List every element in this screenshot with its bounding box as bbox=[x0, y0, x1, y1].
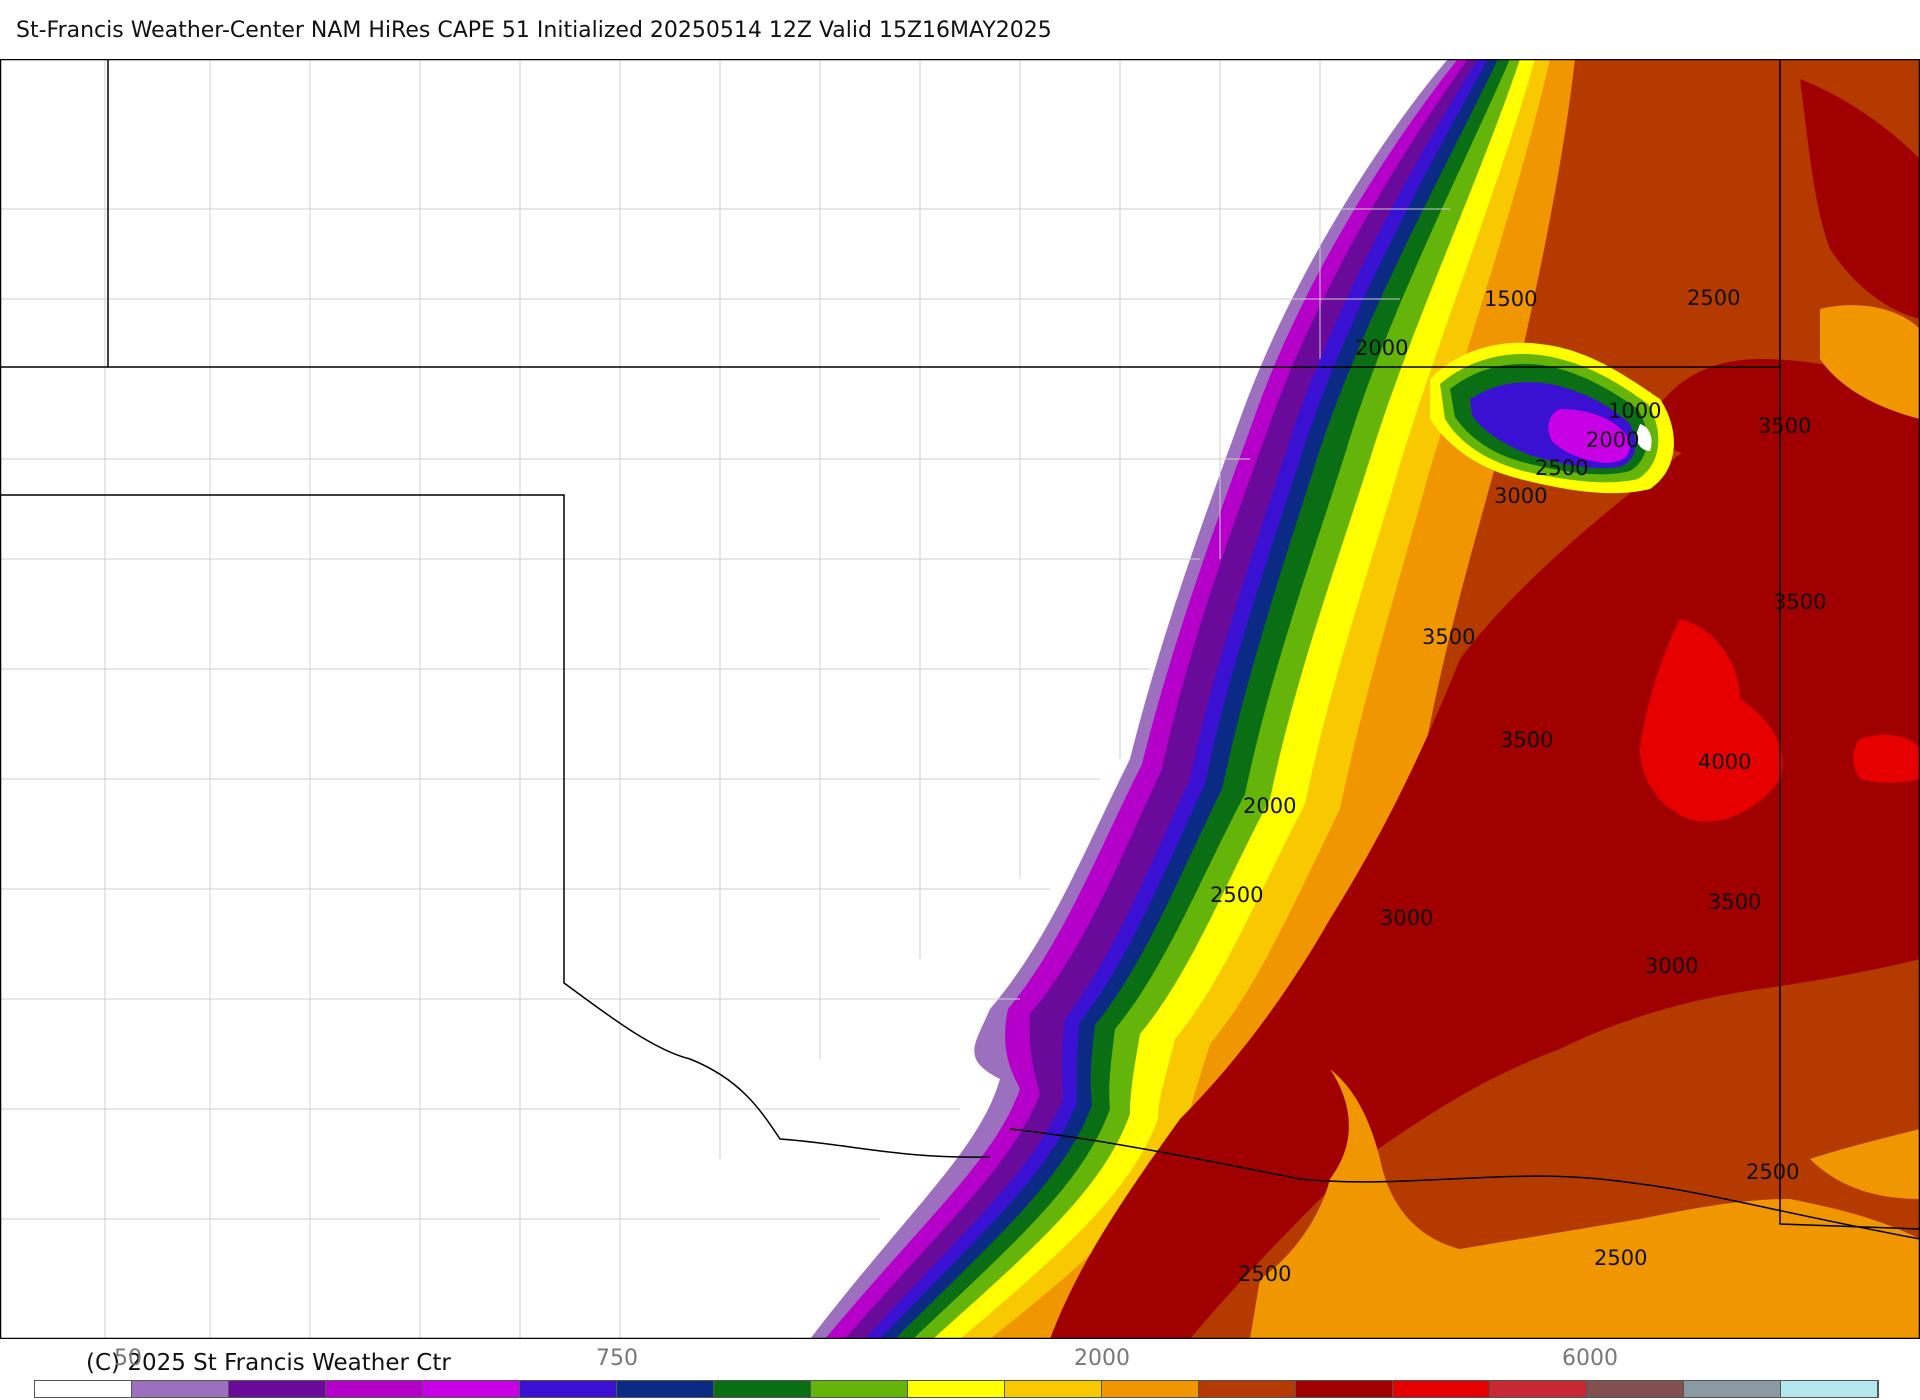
boundaries bbox=[0, 59, 1450, 1339]
contour-label: 2500 bbox=[1210, 883, 1263, 907]
contour-label: 2500 bbox=[1746, 1160, 1799, 1184]
colorbar-swatch bbox=[326, 1381, 423, 1397]
contour-label: 2500 bbox=[1687, 286, 1740, 310]
colorbar-swatch bbox=[1199, 1381, 1296, 1397]
contour-label: 2500 bbox=[1535, 456, 1588, 480]
contour-label: 2000 bbox=[1355, 336, 1408, 360]
colorbar-swatch bbox=[1490, 1381, 1587, 1397]
colorbar-swatch bbox=[714, 1381, 811, 1397]
colorbar-label: 750 bbox=[596, 1346, 638, 1371]
colorbar-swatch bbox=[1102, 1381, 1199, 1397]
colorbar-swatch bbox=[35, 1381, 132, 1397]
colorbar-swatch bbox=[1781, 1381, 1878, 1397]
contour-label: 2500 bbox=[1594, 1246, 1647, 1270]
colorbar-swatch bbox=[1587, 1381, 1684, 1397]
colorbar-swatch bbox=[1005, 1381, 1102, 1397]
colorbar-label: 50 bbox=[114, 1346, 142, 1371]
colorbar-label: 6000 bbox=[1562, 1346, 1618, 1371]
contour-label: 3000 bbox=[1494, 484, 1547, 508]
contour-label: 2500 bbox=[1238, 1262, 1291, 1286]
contour-label: 3000 bbox=[1645, 954, 1698, 978]
colorbar-swatch bbox=[423, 1381, 520, 1397]
colorbar-swatch bbox=[811, 1381, 908, 1397]
contour-label: 3500 bbox=[1422, 625, 1475, 649]
colorbar-swatch bbox=[1684, 1381, 1781, 1397]
colorbar bbox=[34, 1380, 1879, 1398]
colorbar-swatch bbox=[1296, 1381, 1393, 1397]
colorbar-swatch bbox=[520, 1381, 617, 1397]
state-lines bbox=[0, 59, 1920, 1240]
contour-label: 3500 bbox=[1758, 414, 1811, 438]
cape-shading bbox=[810, 59, 1920, 1339]
contour-label: 3500 bbox=[1773, 590, 1826, 614]
colorbar-label: 2000 bbox=[1074, 1346, 1130, 1371]
contour-label: 1500 bbox=[1484, 287, 1537, 311]
colorbar-swatch bbox=[229, 1381, 326, 1397]
colorbar-swatch bbox=[132, 1381, 229, 1397]
contour-label: 2000 bbox=[1586, 428, 1639, 452]
contour-label: 2000 bbox=[1243, 794, 1296, 818]
contour-label: 3000 bbox=[1380, 906, 1433, 930]
contour-label: 3500 bbox=[1708, 890, 1761, 914]
cape-map: 1500 2000 2500 1000 2000 2500 3000 3500 … bbox=[0, 59, 1920, 1339]
copyright-text: (C) 2025 St Francis Weather Ctr bbox=[86, 1350, 451, 1376]
contour-label: 1000 bbox=[1608, 399, 1661, 423]
contour-labels: 1500 2000 2500 1000 2000 2500 3000 3500 … bbox=[1210, 286, 1826, 1286]
colorbar-swatch bbox=[1393, 1381, 1490, 1397]
contour-label: 4000 bbox=[1698, 750, 1751, 774]
colorbar-swatch bbox=[617, 1381, 714, 1397]
contour-label: 3500 bbox=[1500, 728, 1553, 752]
colorbar-swatch bbox=[908, 1381, 1005, 1397]
map-title: St-Francis Weather-Center NAM HiRes CAPE… bbox=[16, 18, 1052, 43]
